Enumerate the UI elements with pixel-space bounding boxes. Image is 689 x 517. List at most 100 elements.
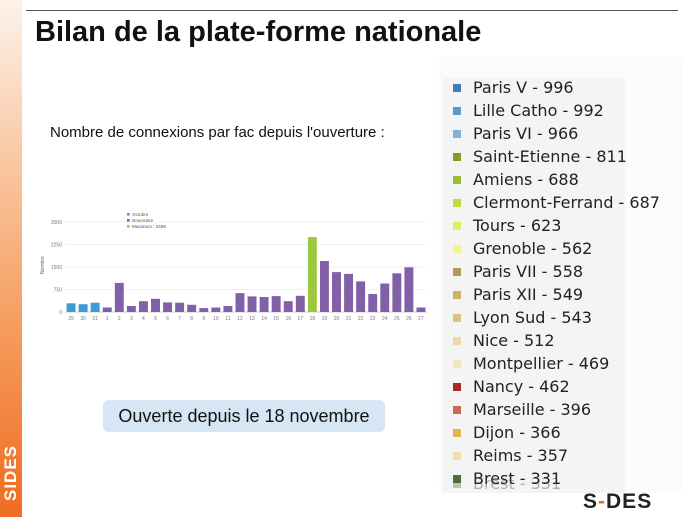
- x-tick-label: 13: [249, 316, 255, 322]
- chart-x-tick-labels: 29 30 31 1 2 3 4 5 6 7 8 9 10 11 12 13 14 15 16 17 18 19 20 21 2…: [68, 316, 424, 322]
- x-tick-label: 1: [106, 316, 109, 322]
- legend-swatch: [453, 245, 461, 253]
- chart-bar: [211, 307, 221, 312]
- legend-label: Clermont-Ferrand - 687: [473, 193, 660, 212]
- x-tick-label: 9: [202, 316, 205, 322]
- x-tick-label: 10: [213, 316, 219, 322]
- x-tick-label: 20: [334, 316, 340, 322]
- x-tick-label: 4: [142, 316, 145, 322]
- chart-bar: [175, 302, 185, 312]
- legend-label: Dijon - 366: [473, 423, 561, 442]
- legend-swatch: [453, 176, 461, 184]
- chart-caption: Nombre de connexions par fac depuis l'ou…: [50, 124, 385, 141]
- chart-bar: [223, 306, 233, 312]
- x-tick-label: 21: [346, 316, 352, 322]
- x-tick-label: 14: [261, 316, 267, 322]
- x-tick-label: 12: [237, 316, 243, 322]
- legend-swatch: [453, 360, 461, 368]
- legend-swatch: [453, 383, 461, 391]
- y-tick-label: 1500: [51, 265, 62, 271]
- chart-bar: [247, 296, 257, 312]
- legend-label: Saint-Etienne - 811: [473, 147, 627, 166]
- chart-legend-label: Octobre: [132, 212, 149, 217]
- x-tick-label: 17: [298, 316, 304, 322]
- logo-part-1: S: [583, 490, 599, 513]
- x-tick-label: 23: [370, 316, 376, 322]
- faculty-legend-panel: Paris V - 996 Lille Catho - 992 Paris VI -…: [439, 56, 682, 493]
- launch-date-callout: Ouverte depuis le 18 novembre: [103, 400, 385, 432]
- y-tick-label: 0: [59, 310, 62, 316]
- legend-background: [443, 78, 625, 493]
- chart-bar: [271, 296, 281, 312]
- legend-label: Paris VII - 558: [473, 262, 584, 281]
- chart-legend-swatch: [127, 225, 130, 228]
- legend-swatch: [453, 199, 461, 207]
- chart-bar: [151, 298, 160, 312]
- legend-label: Reims - 357: [473, 446, 569, 465]
- y-tick-label: 2250: [51, 242, 62, 248]
- legend-swatch: [453, 107, 461, 115]
- legend-swatch: [453, 84, 461, 92]
- legend-label: Montpellier - 469: [473, 354, 610, 373]
- legend-label: Marseille - 396: [473, 400, 592, 419]
- x-tick-label: 22: [358, 316, 364, 322]
- legend-label: Lyon Sud - 543: [473, 308, 592, 327]
- chart-bar: [332, 272, 341, 312]
- chart-bar: [283, 301, 293, 312]
- legend-label: Paris V - 996: [473, 78, 574, 97]
- y-tick-label: 3000: [51, 220, 62, 226]
- chart-legend-label: Maximum : 2498: [132, 224, 166, 229]
- chart-bar: [187, 304, 197, 312]
- legend-swatch: [453, 314, 461, 322]
- chart-bar: [78, 304, 88, 312]
- legend-swatch: [453, 406, 461, 414]
- x-tick-label: 27: [418, 316, 424, 322]
- chart-bar: [392, 273, 402, 312]
- side-accent-bar: SIDES: [0, 0, 22, 517]
- sides-logo: S-DES: [583, 490, 652, 514]
- legend-label: Brest - 331: [473, 474, 562, 493]
- chart-legend-label: Novembre: [132, 218, 154, 223]
- legend-swatch: [453, 130, 461, 138]
- legend-label: Paris XII - 549: [473, 285, 584, 304]
- x-tick-label: 5: [154, 316, 157, 322]
- x-tick-label: 18: [310, 316, 316, 322]
- chart-bars: [66, 237, 426, 312]
- x-tick-label: 16: [285, 316, 291, 322]
- x-tick-label: 29: [68, 316, 74, 322]
- title-rule: [26, 10, 678, 11]
- chart-y-tick-labels: 0 750 1500 2250 3000: [51, 220, 62, 316]
- chart-bar: [416, 307, 426, 312]
- legend-label: Paris VI - 966: [473, 124, 579, 143]
- chart-bar: [380, 283, 390, 312]
- chart-y-axis-label: Nombre: [40, 256, 46, 274]
- chart-bar: [319, 261, 329, 312]
- x-tick-label: 24: [382, 316, 388, 322]
- page-title: Bilan de la plate-forme nationale: [35, 16, 482, 48]
- logo-part-2: DES: [606, 490, 653, 513]
- legend-swatch: [453, 222, 461, 230]
- chart-bar: [114, 282, 124, 312]
- x-tick-label: 8: [190, 316, 193, 322]
- chart-bar: [307, 237, 317, 312]
- x-tick-label: 31: [92, 316, 98, 322]
- chart-bar: [368, 294, 378, 312]
- chart-bar: [163, 302, 173, 312]
- legend-label: Tours - 623: [473, 216, 562, 235]
- chart-bar: [102, 307, 112, 312]
- legend-swatch: [453, 268, 461, 276]
- chart-gridlines: [65, 221, 427, 313]
- chart-bar: [66, 303, 76, 312]
- x-tick-label: 30: [80, 316, 86, 322]
- legend-swatch: [453, 475, 461, 483]
- y-tick-label: 750: [54, 287, 63, 293]
- side-label: SIDES: [1, 444, 20, 502]
- legend-label: Nice - 512: [473, 331, 555, 350]
- legend-swatch: [453, 153, 461, 161]
- x-tick-label: 6: [166, 316, 169, 322]
- x-tick-label: 11: [225, 316, 230, 322]
- chart-bar: [259, 297, 269, 312]
- legend-label: Amiens - 688: [473, 170, 579, 189]
